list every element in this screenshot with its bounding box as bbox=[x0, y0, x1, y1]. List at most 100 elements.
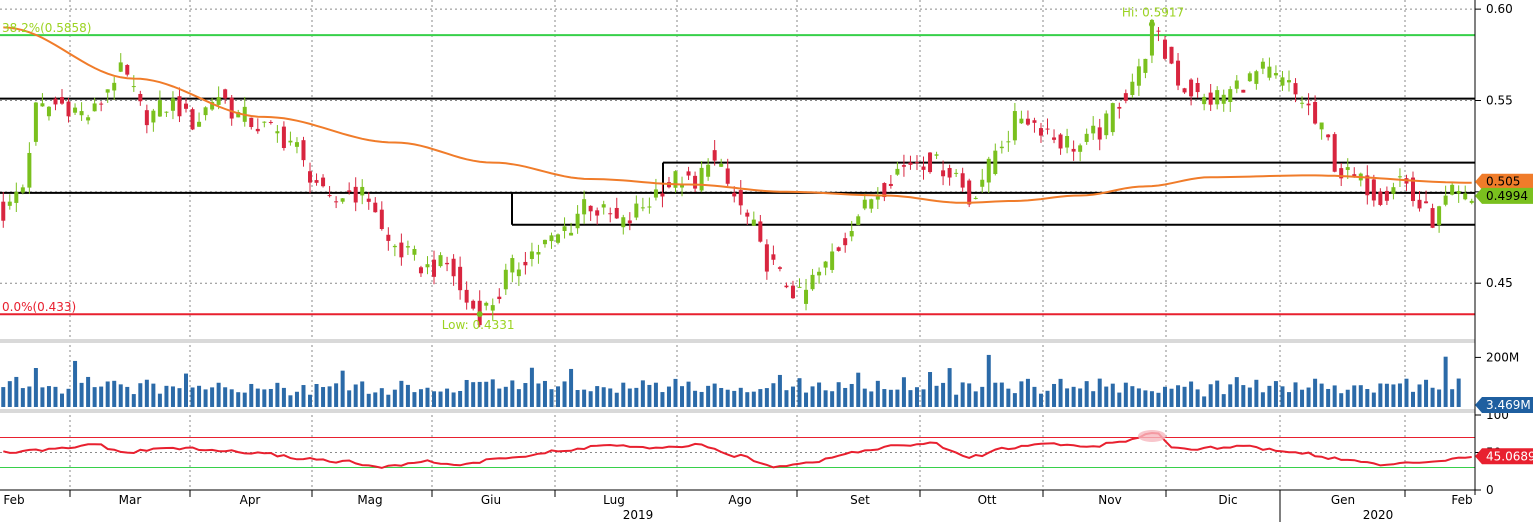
volume-bar bbox=[1, 387, 6, 407]
candle-body bbox=[1443, 195, 1448, 205]
candle-body bbox=[1254, 71, 1259, 84]
volume-bar bbox=[804, 392, 809, 407]
volume-bar bbox=[732, 390, 737, 407]
candle-body bbox=[53, 98, 58, 105]
candle-body bbox=[1280, 77, 1285, 86]
candle-body bbox=[1319, 122, 1324, 130]
volume-bar bbox=[556, 386, 561, 407]
ma-line bbox=[3, 26, 1472, 204]
volume-bar bbox=[1123, 382, 1128, 407]
candle-body bbox=[954, 172, 959, 174]
volume-bar bbox=[875, 380, 880, 407]
candle-body bbox=[99, 103, 104, 105]
candle-body bbox=[1378, 191, 1383, 205]
candle-body bbox=[1365, 175, 1370, 196]
candle-body bbox=[373, 202, 378, 213]
volume-bar bbox=[1110, 383, 1115, 407]
candle-body bbox=[725, 168, 730, 184]
volume-bar bbox=[1339, 393, 1344, 407]
volume-bar bbox=[1136, 388, 1141, 407]
volume-bar bbox=[1032, 386, 1037, 407]
candle-body bbox=[660, 193, 665, 197]
volume-bar bbox=[99, 386, 104, 407]
volume-bar bbox=[941, 382, 946, 407]
volume-bar bbox=[451, 392, 456, 407]
volume-bar bbox=[928, 372, 933, 407]
candle-body bbox=[562, 226, 567, 231]
candle-body bbox=[686, 171, 691, 176]
volume-bar bbox=[777, 374, 782, 407]
candle-body bbox=[1149, 19, 1154, 56]
candle-body bbox=[118, 62, 123, 72]
volume-bar bbox=[745, 392, 750, 407]
candle-body bbox=[484, 302, 489, 306]
price-last-value-bg bbox=[1475, 187, 1533, 204]
volume-bar bbox=[647, 384, 652, 407]
candle-body bbox=[471, 300, 476, 309]
volume-bar bbox=[901, 377, 906, 407]
candle-body bbox=[131, 86, 136, 88]
volume-bar bbox=[1450, 389, 1455, 407]
volume-bar bbox=[412, 392, 417, 407]
volume-bar bbox=[1247, 387, 1252, 407]
candle-body bbox=[7, 201, 12, 206]
volume-bar bbox=[810, 386, 815, 407]
candle-body bbox=[1202, 96, 1207, 105]
volume-bar bbox=[353, 384, 358, 407]
volume-bar bbox=[947, 368, 952, 407]
candle-body bbox=[1038, 128, 1043, 136]
volume-bar bbox=[1221, 394, 1226, 407]
volume-bar bbox=[268, 388, 273, 407]
candle-body bbox=[27, 152, 32, 188]
volume-bar bbox=[144, 379, 149, 407]
volume-bar bbox=[1260, 392, 1265, 407]
candle-body bbox=[425, 264, 430, 268]
moving-average bbox=[3, 26, 1472, 204]
candle-body bbox=[1130, 81, 1135, 96]
candle-body bbox=[810, 274, 815, 290]
volume-bar bbox=[856, 372, 861, 407]
candle-body bbox=[790, 285, 795, 299]
volume-bar bbox=[653, 382, 658, 407]
candle-body bbox=[601, 204, 606, 208]
volume-bar bbox=[105, 381, 110, 407]
candle-body bbox=[1019, 118, 1024, 124]
volume-bar bbox=[908, 390, 913, 407]
volume-bar bbox=[1273, 381, 1278, 407]
candle-body bbox=[112, 82, 117, 91]
candle-body bbox=[458, 266, 463, 291]
candle-body bbox=[1371, 179, 1376, 201]
volume-bar bbox=[1410, 391, 1415, 407]
candle-body bbox=[1221, 94, 1226, 104]
candle-body bbox=[255, 128, 260, 132]
candle-body bbox=[732, 192, 737, 197]
volume-bar bbox=[542, 380, 547, 407]
candle-body bbox=[392, 245, 397, 248]
candle-body bbox=[738, 190, 743, 206]
volume-bar bbox=[1313, 378, 1318, 407]
year-label: 2020 bbox=[1363, 508, 1394, 522]
candle-body bbox=[928, 152, 933, 173]
volume-bar bbox=[340, 370, 345, 407]
candle-body bbox=[1065, 135, 1070, 148]
volume-bar bbox=[725, 389, 730, 407]
volume-bar bbox=[1084, 381, 1089, 407]
candle-body bbox=[1234, 80, 1239, 89]
volume-bar bbox=[575, 390, 580, 407]
candle-body bbox=[1267, 66, 1272, 78]
volume-bar bbox=[1456, 378, 1461, 407]
candle-body bbox=[1437, 206, 1442, 226]
rsi-line bbox=[3, 431, 1472, 469]
month-label: Giu bbox=[481, 493, 501, 507]
volume-bar bbox=[993, 382, 998, 407]
volume-bar bbox=[1202, 396, 1207, 407]
candle-body bbox=[804, 289, 809, 304]
candle-body bbox=[1169, 46, 1174, 64]
candle-body bbox=[405, 246, 410, 248]
candle-body bbox=[184, 103, 189, 109]
candle-body bbox=[888, 183, 893, 186]
volume-bar bbox=[392, 389, 397, 407]
candle-body bbox=[823, 261, 828, 268]
candle-body bbox=[86, 117, 91, 121]
